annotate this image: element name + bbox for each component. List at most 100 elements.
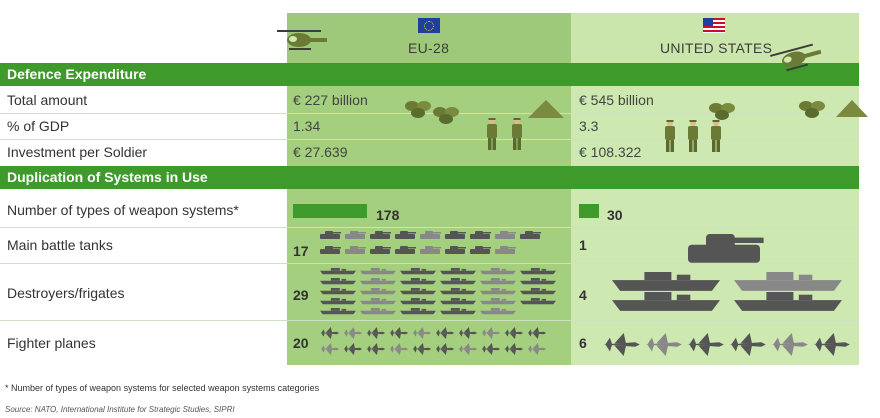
row-label-gdp: % of GDP — [7, 118, 70, 134]
ship-icon — [360, 298, 396, 305]
eu-gdp: 1.34 — [293, 118, 321, 134]
eu-destroyers-value: 29 — [293, 287, 309, 303]
ship-icon — [520, 278, 556, 285]
row-label-investment: Investment per Soldier — [7, 144, 148, 160]
ship-icon — [480, 308, 516, 315]
jet-icon — [320, 327, 340, 339]
ship-icon — [480, 298, 516, 305]
us-gdp: 3.3 — [579, 118, 599, 134]
section-duplication: Duplication of Systems in Use — [0, 166, 859, 189]
ship-icon — [400, 308, 436, 315]
eu-total-amount: € 227 billion — [293, 92, 368, 108]
ship-icon — [320, 278, 356, 285]
soldier-icon — [665, 120, 675, 152]
ship-icon — [480, 278, 516, 285]
tank-icon — [420, 231, 441, 239]
row-label-weapon-types: Number of types of weapon systems* — [7, 202, 239, 218]
ship-icon — [734, 272, 842, 291]
row-divider — [0, 113, 859, 114]
ship-icon — [520, 288, 556, 295]
row-label-destroyers: Destroyers/frigates — [7, 285, 125, 301]
ship-icon — [400, 278, 436, 285]
eu-weapon-types-value: 178 — [376, 207, 400, 223]
ship-icon — [400, 268, 436, 275]
tank-icon — [370, 246, 391, 254]
row-divider — [0, 263, 859, 264]
row-divider — [0, 320, 859, 321]
ship-icon — [360, 308, 396, 315]
jet-icon — [366, 327, 386, 339]
eu-fighters-value: 20 — [293, 335, 309, 351]
tank-icon — [688, 234, 764, 263]
jet-icon — [458, 343, 478, 355]
soldier-icon — [688, 120, 698, 152]
row-label-total-amount: Total amount — [7, 92, 88, 108]
jet-icon — [343, 327, 363, 339]
row-label-fighters: Fighter planes — [7, 335, 96, 351]
ship-icon — [440, 308, 476, 315]
ship-icon — [734, 292, 842, 311]
ship-icon — [320, 268, 356, 275]
us-investment: € 108.322 — [579, 144, 642, 160]
tank-icon — [470, 231, 491, 239]
jet-icon — [813, 333, 850, 356]
us-weapon-types-value: 30 — [606, 207, 623, 223]
tank-icon — [320, 231, 341, 239]
jet-icon — [481, 327, 501, 339]
jet-icon — [645, 333, 682, 356]
flag-us-icon — [703, 18, 725, 33]
row-label-tanks: Main battle tanks — [7, 237, 113, 253]
ship-icon — [480, 288, 516, 295]
tank-icon — [520, 231, 541, 239]
jet-icon — [320, 343, 340, 355]
tank-icon — [395, 246, 416, 254]
source: Source: NATO, International Institute fo… — [5, 405, 235, 414]
eu-column-label: EU-28 — [408, 40, 450, 56]
jet-icon — [366, 343, 386, 355]
jet-icon — [389, 327, 409, 339]
jet-icon — [389, 343, 409, 355]
soldier-icon — [512, 118, 522, 150]
tank-icon — [345, 246, 366, 254]
ship-icon — [520, 298, 556, 305]
ship-icon — [480, 268, 516, 275]
money-bag-icon — [433, 107, 459, 124]
jet-icon — [343, 343, 363, 355]
ship-icon — [440, 278, 476, 285]
jet-icon — [412, 343, 432, 355]
tank-icon — [470, 246, 491, 254]
ship-icon — [320, 308, 356, 315]
jet-icon — [527, 343, 547, 355]
soldier-icon — [487, 118, 497, 150]
eu-weapon-types-bar — [293, 204, 367, 218]
money-bag-icon — [799, 101, 825, 118]
ship-icon — [440, 268, 476, 275]
us-fighters-value: 6 — [579, 335, 587, 351]
jet-icon — [412, 327, 432, 339]
eu-tanks-value: 17 — [293, 243, 309, 259]
eu-investment: € 27.639 — [293, 144, 348, 160]
us-total-amount: € 545 billion — [579, 92, 654, 108]
us-column-label: UNITED STATES — [660, 40, 773, 56]
flag-eu-icon — [418, 18, 440, 33]
jet-icon — [603, 333, 640, 356]
us-destroyers-value: 4 — [579, 287, 587, 303]
soldier-icon — [711, 120, 721, 152]
row-divider — [0, 227, 859, 228]
tank-icon — [445, 231, 466, 239]
tank-icon — [370, 231, 391, 239]
tank-icon — [345, 231, 366, 239]
ship-icon — [360, 288, 396, 295]
jet-icon — [527, 327, 547, 339]
jet-icon — [504, 343, 524, 355]
helicopter-icon — [277, 30, 327, 50]
tent-icon — [528, 100, 564, 118]
jet-icon — [458, 327, 478, 339]
tank-icon — [320, 246, 341, 254]
section-defence-expenditure: Defence Expenditure — [0, 63, 859, 86]
ship-icon — [440, 298, 476, 305]
ship-icon — [360, 268, 396, 275]
ship-icon — [440, 288, 476, 295]
tent-icon — [836, 100, 868, 117]
